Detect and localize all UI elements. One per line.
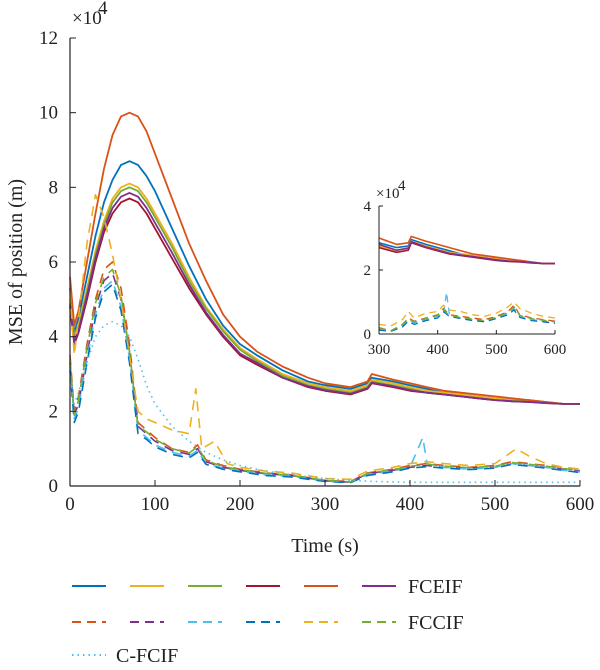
y-tick-label: 2 xyxy=(49,401,59,422)
x-tick-label: 0 xyxy=(65,494,75,515)
y-multiplier-exponent: 4 xyxy=(98,0,108,19)
inset-series-line-3 xyxy=(378,235,555,265)
x-tick-label: 600 xyxy=(566,494,595,515)
y-tick-label: 0 xyxy=(49,476,59,497)
inset-plot-area: 300 400 500 600 0 2 4×104 xyxy=(364,178,571,370)
series-line-11 xyxy=(69,268,581,483)
x-tick-label: 500 xyxy=(481,494,510,515)
series-line-4 xyxy=(69,111,580,405)
inset-series-line-7 xyxy=(378,309,556,333)
inset-series-line-8 xyxy=(378,301,556,327)
x-tick-label: 300 xyxy=(311,494,340,515)
x-tick-label: 100 xyxy=(141,494,170,515)
series-line-5 xyxy=(69,192,580,405)
x-tick-label: 200 xyxy=(226,494,255,515)
series-line-1 xyxy=(69,182,580,405)
legend: FCEIF FCCIF C-FCIF xyxy=(72,576,464,667)
x-tick-label: 400 xyxy=(396,494,425,515)
y-tick-label: 6 xyxy=(49,252,59,273)
inset-y-tick-label: 2 xyxy=(364,263,372,279)
y-tick-label: 4 xyxy=(49,327,59,348)
series-line-12 xyxy=(69,320,580,484)
inset-y-multiplier: ×10 xyxy=(376,186,399,202)
legend-label: FCEIF xyxy=(408,576,462,598)
inset-series-line-4 xyxy=(378,241,555,265)
inset-x-tick-label: 300 xyxy=(368,342,391,358)
inset-x-tick-label: 400 xyxy=(426,342,449,358)
series-line-8 xyxy=(69,279,581,484)
inset-x-tick-label: 600 xyxy=(544,342,567,358)
x-axis-label: Time (s) xyxy=(291,535,359,557)
inset-y-tick-label: 4 xyxy=(364,199,372,215)
series-line-6 xyxy=(69,261,581,483)
series-line-10 xyxy=(69,194,581,481)
inset-background xyxy=(373,180,571,370)
inset-y-tick-label: 0 xyxy=(364,327,372,343)
y-tick-label: 10 xyxy=(39,103,58,124)
y-tick-label: 8 xyxy=(49,177,59,198)
legend-label: FCCIF xyxy=(408,612,464,634)
legend-label: C-FCIF xyxy=(116,645,178,667)
inset-x-tick-label: 500 xyxy=(485,342,508,358)
y-multiplier: ×10 xyxy=(72,8,102,29)
inset-series-line-9 xyxy=(378,306,556,332)
y-tick-label: 12 xyxy=(39,28,58,49)
y-axis-label: MSE of position (m) xyxy=(5,179,27,345)
inset-y-multiplier-exponent: 4 xyxy=(398,178,406,194)
series-line-9 xyxy=(69,283,581,484)
